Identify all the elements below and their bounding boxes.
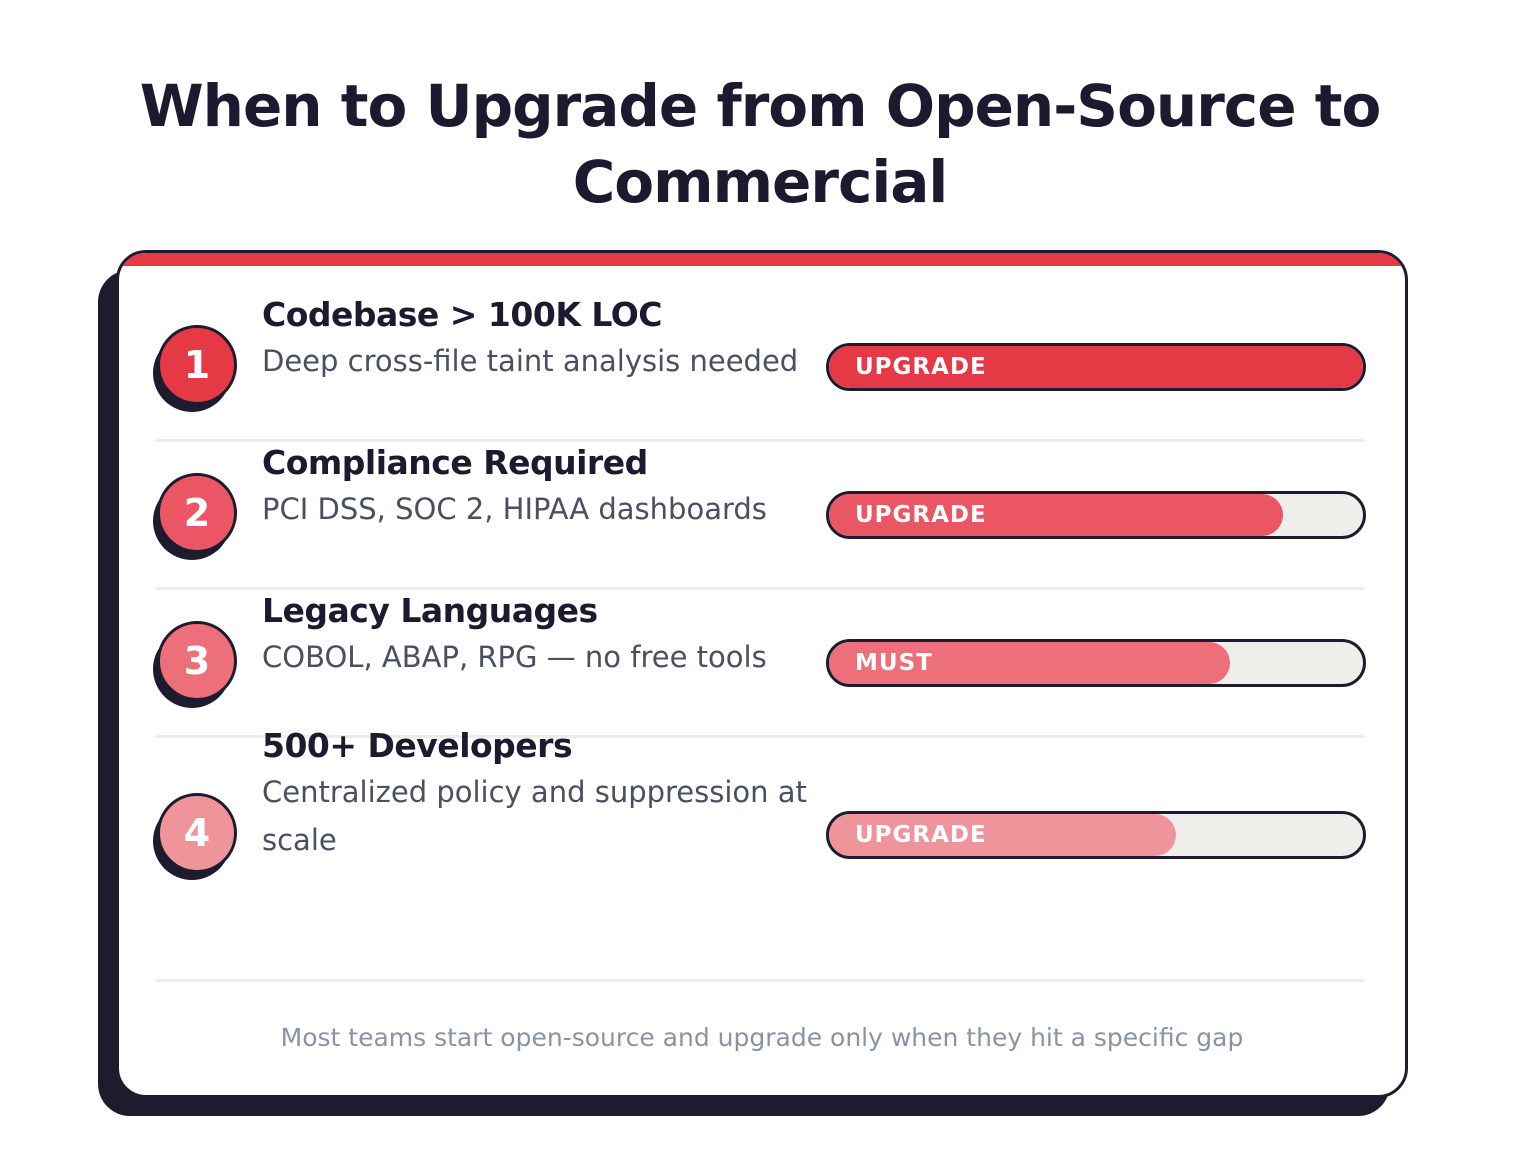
level-track: UPGRADE (826, 491, 1366, 539)
item-description: COBOL, ABAP, RPG — no free tools (262, 640, 767, 674)
item-description: Centralized policy and suppression at sc… (262, 775, 807, 857)
level-tag: UPGRADE (855, 502, 987, 528)
card: Most teams start open-source and upgrade… (116, 250, 1408, 1098)
title-line: Commercial (572, 148, 949, 216)
number-badge: 1 (157, 325, 237, 405)
item-name: Legacy Languages (262, 591, 598, 630)
card-stripe (119, 253, 1405, 266)
title: When to Upgrade from Open-Source to Comm… (0, 68, 1520, 220)
level-bar (829, 494, 1283, 536)
level-track: UPGRADE (826, 343, 1366, 391)
level-bar (829, 346, 1363, 388)
level-bar (829, 814, 1177, 856)
divider (156, 979, 1364, 982)
level-bar (829, 642, 1230, 684)
divider (156, 735, 1364, 738)
level-tag: UPGRADE (855, 354, 987, 380)
divider (156, 587, 1364, 590)
item-name: Compliance Required (262, 443, 648, 482)
level-tag: MUST (855, 650, 933, 676)
item-name: Codebase > 100K LOC (262, 295, 663, 334)
number-badge: 3 (157, 621, 237, 701)
level-track: UPGRADE (826, 811, 1366, 859)
divider (156, 439, 1364, 442)
level-tag: UPGRADE (855, 822, 987, 848)
level-track: MUST (826, 639, 1366, 687)
number-badge: 4 (157, 793, 237, 873)
item-name: 500+ Developers (262, 726, 573, 765)
number-badge: 2 (157, 473, 237, 553)
item-description: PCI DSS, SOC 2, HIPAA dashboards (262, 492, 767, 526)
item-description: Deep cross-file taint analysis needed (262, 344, 799, 378)
footer: Most teams start open-source and upgrade… (280, 1023, 1244, 1052)
title-line: When to Upgrade from Open-Source to (139, 72, 1382, 140)
